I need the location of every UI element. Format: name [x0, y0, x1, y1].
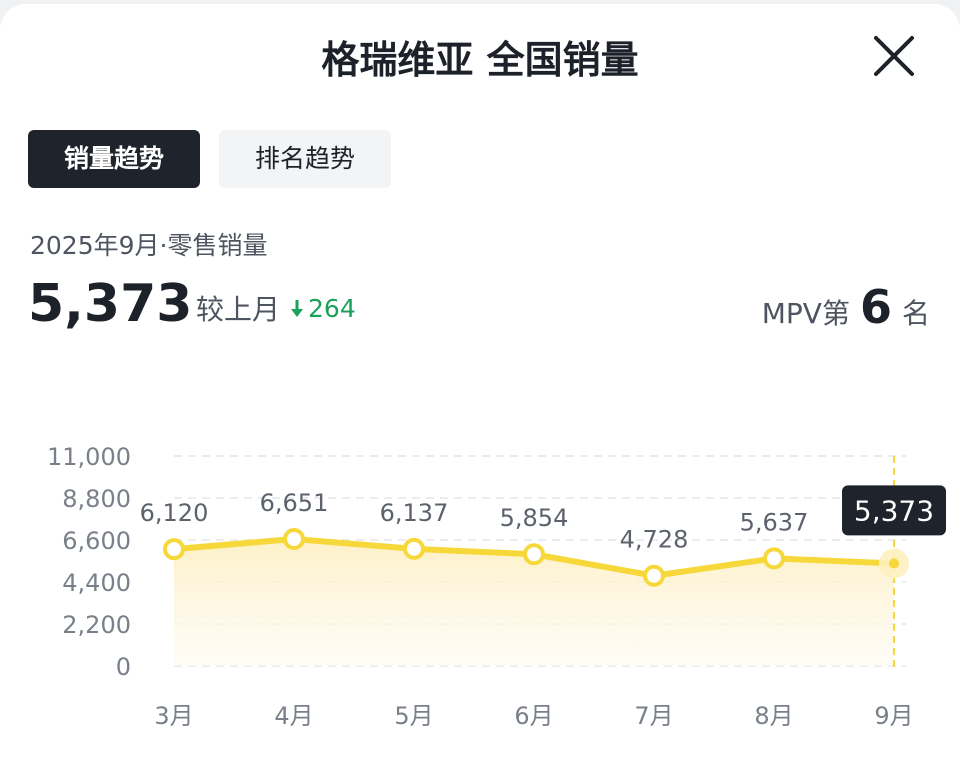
x-tick-label: 8月 — [754, 702, 793, 730]
x-tick-label: 7月 — [634, 702, 673, 730]
x-tick-label: 4月 — [274, 702, 313, 730]
y-tick-label: 11,000 — [47, 443, 131, 471]
sales-line-chart[interactable]: 0 2,200 4,400 6,600 8,800 11,000 3月 4月 5月 6月 7月 8月… — [0, 4, 960, 764]
data-label: 4,728 — [620, 526, 689, 554]
rank-suffix: 名 — [901, 297, 930, 330]
data-label: 5,637 — [740, 508, 809, 536]
x-tick-label: 9月 — [874, 702, 913, 730]
close-icon[interactable] — [868, 30, 920, 82]
delta-value: 264 — [308, 293, 356, 323]
y-tick-label: 8,800 — [62, 485, 131, 513]
rank-value: 6 — [859, 280, 892, 334]
data-label: 6,137 — [380, 499, 449, 527]
y-tick-label: 6,600 — [62, 527, 131, 555]
chart-series — [163, 456, 909, 670]
tooltip-box — [842, 485, 946, 536]
y-tick-label: 0 — [116, 653, 131, 681]
data-point — [163, 538, 185, 561]
delta-value-wrap: 264 — [290, 294, 356, 323]
tab-rank-trend[interactable]: 排名趋势 — [219, 130, 391, 188]
tooltip-value: 5,373 — [854, 494, 934, 527]
chart-tooltip: 5,373 — [842, 485, 946, 536]
rank-prefix: MPV第 — [761, 297, 850, 330]
data-label: 5,854 — [500, 504, 569, 532]
data-labels: 6,120 6,651 6,137 5,854 4,728 5,637 — [140, 489, 809, 554]
data-point — [523, 543, 545, 566]
data-point — [763, 547, 785, 570]
sales-sheet: 格瑞维亚 全国销量 销量趋势 排名趋势 2025年9月·零售销量 5,373 较… — [0, 4, 960, 764]
page-title: 格瑞维亚 全国销量 — [321, 38, 639, 82]
data-label: 6,120 — [140, 499, 209, 527]
data-point — [403, 537, 425, 560]
period-label: 2025年9月·零售销量 — [30, 231, 268, 260]
month-compare: 较上月 264 — [196, 288, 356, 328]
y-tick-label: 2,200 — [62, 611, 131, 639]
tab-sales-trend[interactable]: 销量趋势 — [28, 130, 200, 188]
data-point — [283, 528, 305, 551]
series-area — [174, 539, 894, 666]
data-label: 6,651 — [260, 489, 329, 517]
sales-value: 5,373 — [28, 274, 193, 334]
x-tick-label: 3月 — [154, 702, 193, 730]
arrow-down-icon — [291, 300, 304, 317]
x-axis: 3月 4月 5月 6月 7月 8月 9月 — [154, 702, 913, 730]
compare-label: 较上月 — [196, 293, 281, 326]
highlight-point — [889, 558, 899, 569]
x-tick-label: 6月 — [514, 702, 553, 730]
rank-info: MPV第 6 名 — [762, 280, 930, 334]
y-axis: 0 2,200 4,400 6,600 8,800 11,000 — [47, 443, 131, 681]
x-tick-label: 5月 — [394, 702, 433, 730]
y-tick-label: 4,400 — [62, 569, 131, 597]
data-point — [643, 564, 665, 587]
